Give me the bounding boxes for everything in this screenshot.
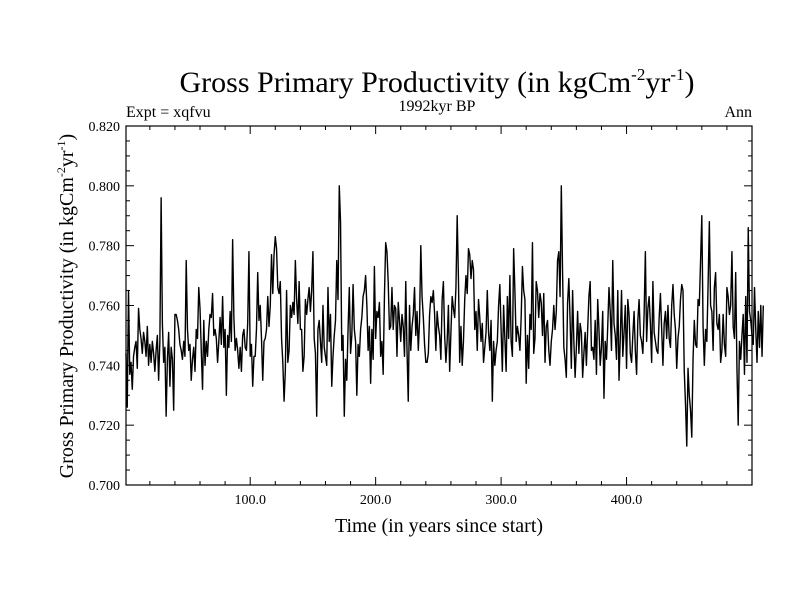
x-axis-label: Time (in years since start): [335, 515, 543, 537]
x-tick-label: 300.0: [485, 493, 517, 508]
season-label: Ann: [724, 104, 752, 121]
y-tick-label: 0.780: [89, 240, 121, 255]
y-axis-label-end: ): [56, 134, 78, 141]
experiment-label: Expt = xqfvu: [126, 104, 211, 121]
y-axis-label-main: Gross Primary Productivity (in kgCm: [56, 177, 78, 479]
y-axis-label-exp2: -1: [54, 140, 68, 150]
x-tick-label: 100.0: [234, 493, 266, 508]
chart-title-exp2: -1: [670, 65, 684, 84]
y-tick-label: 0.800: [89, 180, 121, 195]
chart-title-exp1: -2: [631, 65, 645, 84]
y-axis-label-exp1: -2: [54, 167, 68, 177]
plot-frame: [125, 125, 753, 486]
y-tick-label: 0.700: [89, 479, 121, 494]
x-tick-label: 400.0: [611, 493, 643, 508]
y-tick-label: 0.720: [89, 419, 121, 434]
x-axis: 100.0 200.0 300.0 400.0: [149, 126, 753, 508]
y-axis-label: Gross Primary Productivity (in kgCm-2yr-…: [54, 134, 78, 478]
chart-title-mid: yr: [645, 66, 670, 99]
y-tick-label: 0.760: [89, 300, 121, 315]
x-tick-label: 200.0: [360, 493, 392, 508]
chart-title-main: Gross Primary Productivity (in kgCm: [180, 66, 632, 99]
y-tick-label: 0.820: [89, 120, 121, 135]
y-tick-label: 0.740: [89, 359, 121, 374]
gpp-series-line: [125, 185, 764, 447]
chart-subtitle: 1992kyr BP: [399, 98, 476, 115]
chart-title: Gross Primary Productivity (in kgCm-2yr-…: [180, 65, 695, 99]
y-axis-label-mid: yr: [56, 150, 78, 167]
chart-title-end: ): [685, 66, 695, 99]
